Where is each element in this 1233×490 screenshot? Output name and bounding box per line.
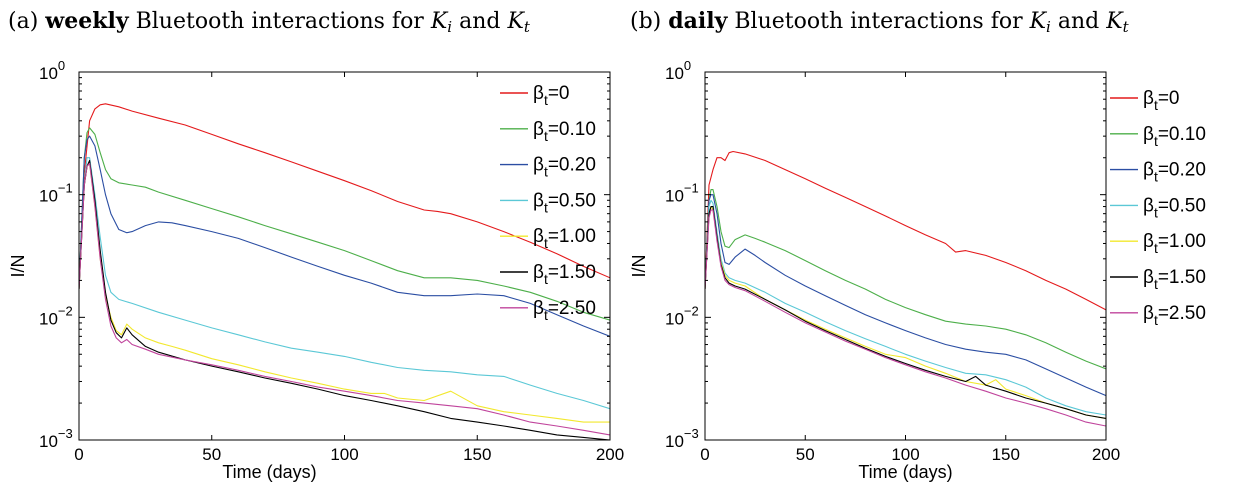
series-line-4 [705, 206, 1106, 419]
y-tick-label: 10−2 [39, 303, 73, 328]
legend-entry-0: βt=0 [533, 83, 570, 108]
chart-title: (b) daily Bluetooth interactions for Ki … [630, 8, 1130, 36]
x-tick-label: 150 [463, 445, 491, 464]
x-tick-label: 50 [796, 445, 815, 464]
series-line-0 [79, 103, 610, 290]
legend: βt=0 βt=0.10 βt=0.20 βt=0.50 βt=1.00 βt=1.50 β… [500, 83, 596, 323]
legend-entry-1: βt=0.10 [1143, 124, 1206, 149]
legend-entry-1: βt=0.10 [533, 119, 596, 144]
x-tick-label: 200 [1092, 445, 1120, 464]
series-line-0 [705, 150, 1106, 311]
y-tick-label: 10−3 [39, 426, 73, 451]
series-line-1 [79, 127, 610, 321]
series-line-1 [705, 189, 1106, 370]
x-tick-label: 0 [700, 445, 709, 464]
series-line-6 [79, 162, 610, 436]
legend-entry-2: βt=0.20 [533, 155, 596, 180]
panel-daily: (b) daily Bluetooth interactions for Ki … [629, 8, 1206, 482]
series-line-2 [705, 194, 1106, 397]
y-axis-label: I/N [629, 254, 649, 277]
legend-entry-4: βt=1.00 [1143, 231, 1206, 256]
x-tick-label: 50 [202, 445, 221, 464]
series-line-6 [705, 209, 1106, 427]
x-axis-label: Time (days) [858, 462, 952, 482]
x-tick-label: 150 [992, 445, 1020, 464]
panel-weekly: (a) weekly Bluetooth interactions for Ki… [8, 8, 624, 482]
x-axis-label: Time (days) [222, 462, 316, 482]
x-tick-label: 100 [891, 445, 919, 464]
series-line-5 [705, 206, 1106, 419]
y-tick-label: 10−3 [665, 426, 699, 451]
plot-frame [704, 71, 1107, 441]
y-tick-label: 100 [39, 58, 65, 83]
series-line-2 [79, 135, 610, 337]
y-tick-label: 10−2 [665, 303, 699, 328]
legend-entry-5: βt=1.50 [1143, 267, 1206, 292]
legend-entry-5: βt=1.50 [533, 262, 596, 287]
series-line-5 [79, 159, 610, 440]
legend-entry-4: βt=1.00 [533, 226, 596, 251]
x-tick-label: 0 [74, 445, 83, 464]
y-tick-label: 100 [665, 58, 691, 83]
legend-entry-2: βt=0.20 [1143, 160, 1206, 185]
series-group [79, 103, 610, 440]
series-line-3 [705, 199, 1106, 416]
legend-entry-6: βt=2.50 [533, 298, 596, 323]
legend-entry-3: βt=0.50 [1143, 195, 1206, 220]
x-tick-label: 100 [330, 445, 358, 464]
legend-entry-0: βt=0 [1143, 88, 1180, 113]
x-tick-label: 200 [596, 445, 624, 464]
chart-title: (a) weekly Bluetooth interactions for Ki… [8, 8, 531, 36]
legend-entry-3: βt=0.50 [533, 190, 596, 215]
y-tick-label: 10−1 [665, 181, 699, 206]
legend-entry-6: βt=2.50 [1143, 303, 1206, 328]
series-group [705, 150, 1106, 427]
y-axis-label: I/N [8, 254, 28, 277]
legend: βt=0 βt=0.10 βt=0.20 βt=0.50 βt=1.00 βt=1.50 β… [1110, 88, 1206, 328]
series-line-3 [79, 157, 610, 410]
y-tick-label: 10−1 [39, 181, 73, 206]
